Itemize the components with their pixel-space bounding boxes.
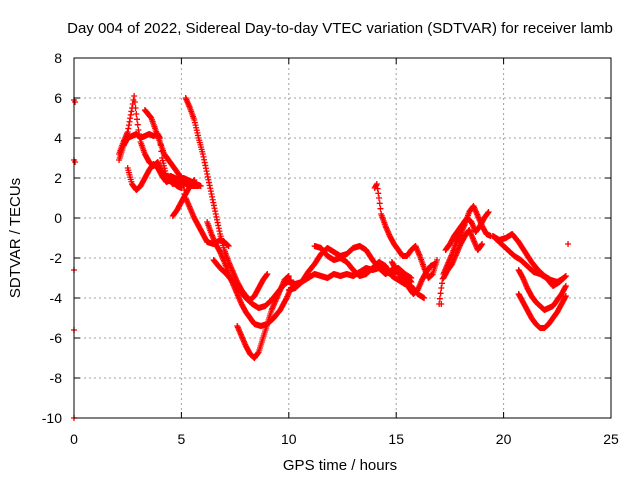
data-point (376, 200, 383, 207)
data-point (179, 180, 186, 187)
data-point (131, 93, 138, 99)
data-point (565, 241, 572, 247)
y-tick-label: 0 (54, 210, 62, 226)
data-point (434, 257, 441, 263)
data-point (562, 293, 569, 299)
data-point (135, 127, 142, 133)
y-tick-label: -4 (50, 290, 63, 306)
data-point (195, 183, 202, 189)
data-point (134, 116, 141, 123)
y-tick-label: -8 (50, 370, 63, 386)
data-point (131, 99, 138, 105)
x-tick-label: 0 (70, 431, 78, 447)
x-tick-label: 20 (496, 431, 512, 447)
chart-title: Day 004 of 2022, Sidereal Day-to-day VTE… (67, 20, 613, 37)
x-tick-label: 15 (388, 431, 404, 447)
y-tick-label: 6 (54, 90, 62, 106)
y-tick-label: -6 (50, 330, 63, 346)
data-point (437, 290, 444, 297)
data-point (377, 205, 384, 212)
data-point (438, 285, 445, 291)
data-point (421, 295, 428, 301)
data-points (71, 93, 572, 421)
x-tick-label: 25 (603, 431, 619, 447)
data-point (562, 273, 569, 279)
data-point (562, 283, 569, 289)
data-point (264, 271, 271, 277)
data-point (438, 301, 445, 307)
axis-ticks: 0 5 10 15 20 25 -10 -8 -6 -4 -2 0 2 4 6 8 (42, 50, 619, 447)
y-tick-label: 2 (54, 170, 62, 186)
x-axis-title: GPS time / hours (283, 457, 397, 474)
y-tick-label: 4 (54, 130, 62, 146)
data-point (180, 183, 187, 189)
data-point (479, 241, 486, 247)
data-point (225, 243, 232, 249)
y-tick-label: 8 (54, 50, 62, 66)
data-point (134, 121, 141, 128)
data-point (376, 195, 383, 201)
y-axis-title: SDTVAR / TECUs (7, 178, 24, 298)
y-tick-label: -10 (42, 410, 62, 426)
data-point (133, 111, 140, 117)
data-point (373, 182, 380, 189)
data-point (374, 185, 381, 192)
data-point (179, 177, 186, 184)
x-tick-label: 5 (178, 431, 186, 447)
data-point (436, 295, 443, 302)
data-point (285, 273, 292, 279)
data-point (485, 209, 492, 215)
data-point (72, 159, 79, 165)
data-point (178, 175, 185, 181)
plot-frame (73, 57, 612, 419)
data-point (132, 105, 139, 111)
data-point (375, 190, 382, 197)
data-point (191, 177, 198, 183)
data-point (72, 99, 79, 105)
data-point (431, 261, 438, 267)
grid-lines (74, 58, 611, 418)
x-tick-label: 10 (281, 431, 297, 447)
y-tick-label: -2 (50, 250, 63, 266)
data-point (439, 280, 446, 287)
data-point (373, 181, 380, 187)
